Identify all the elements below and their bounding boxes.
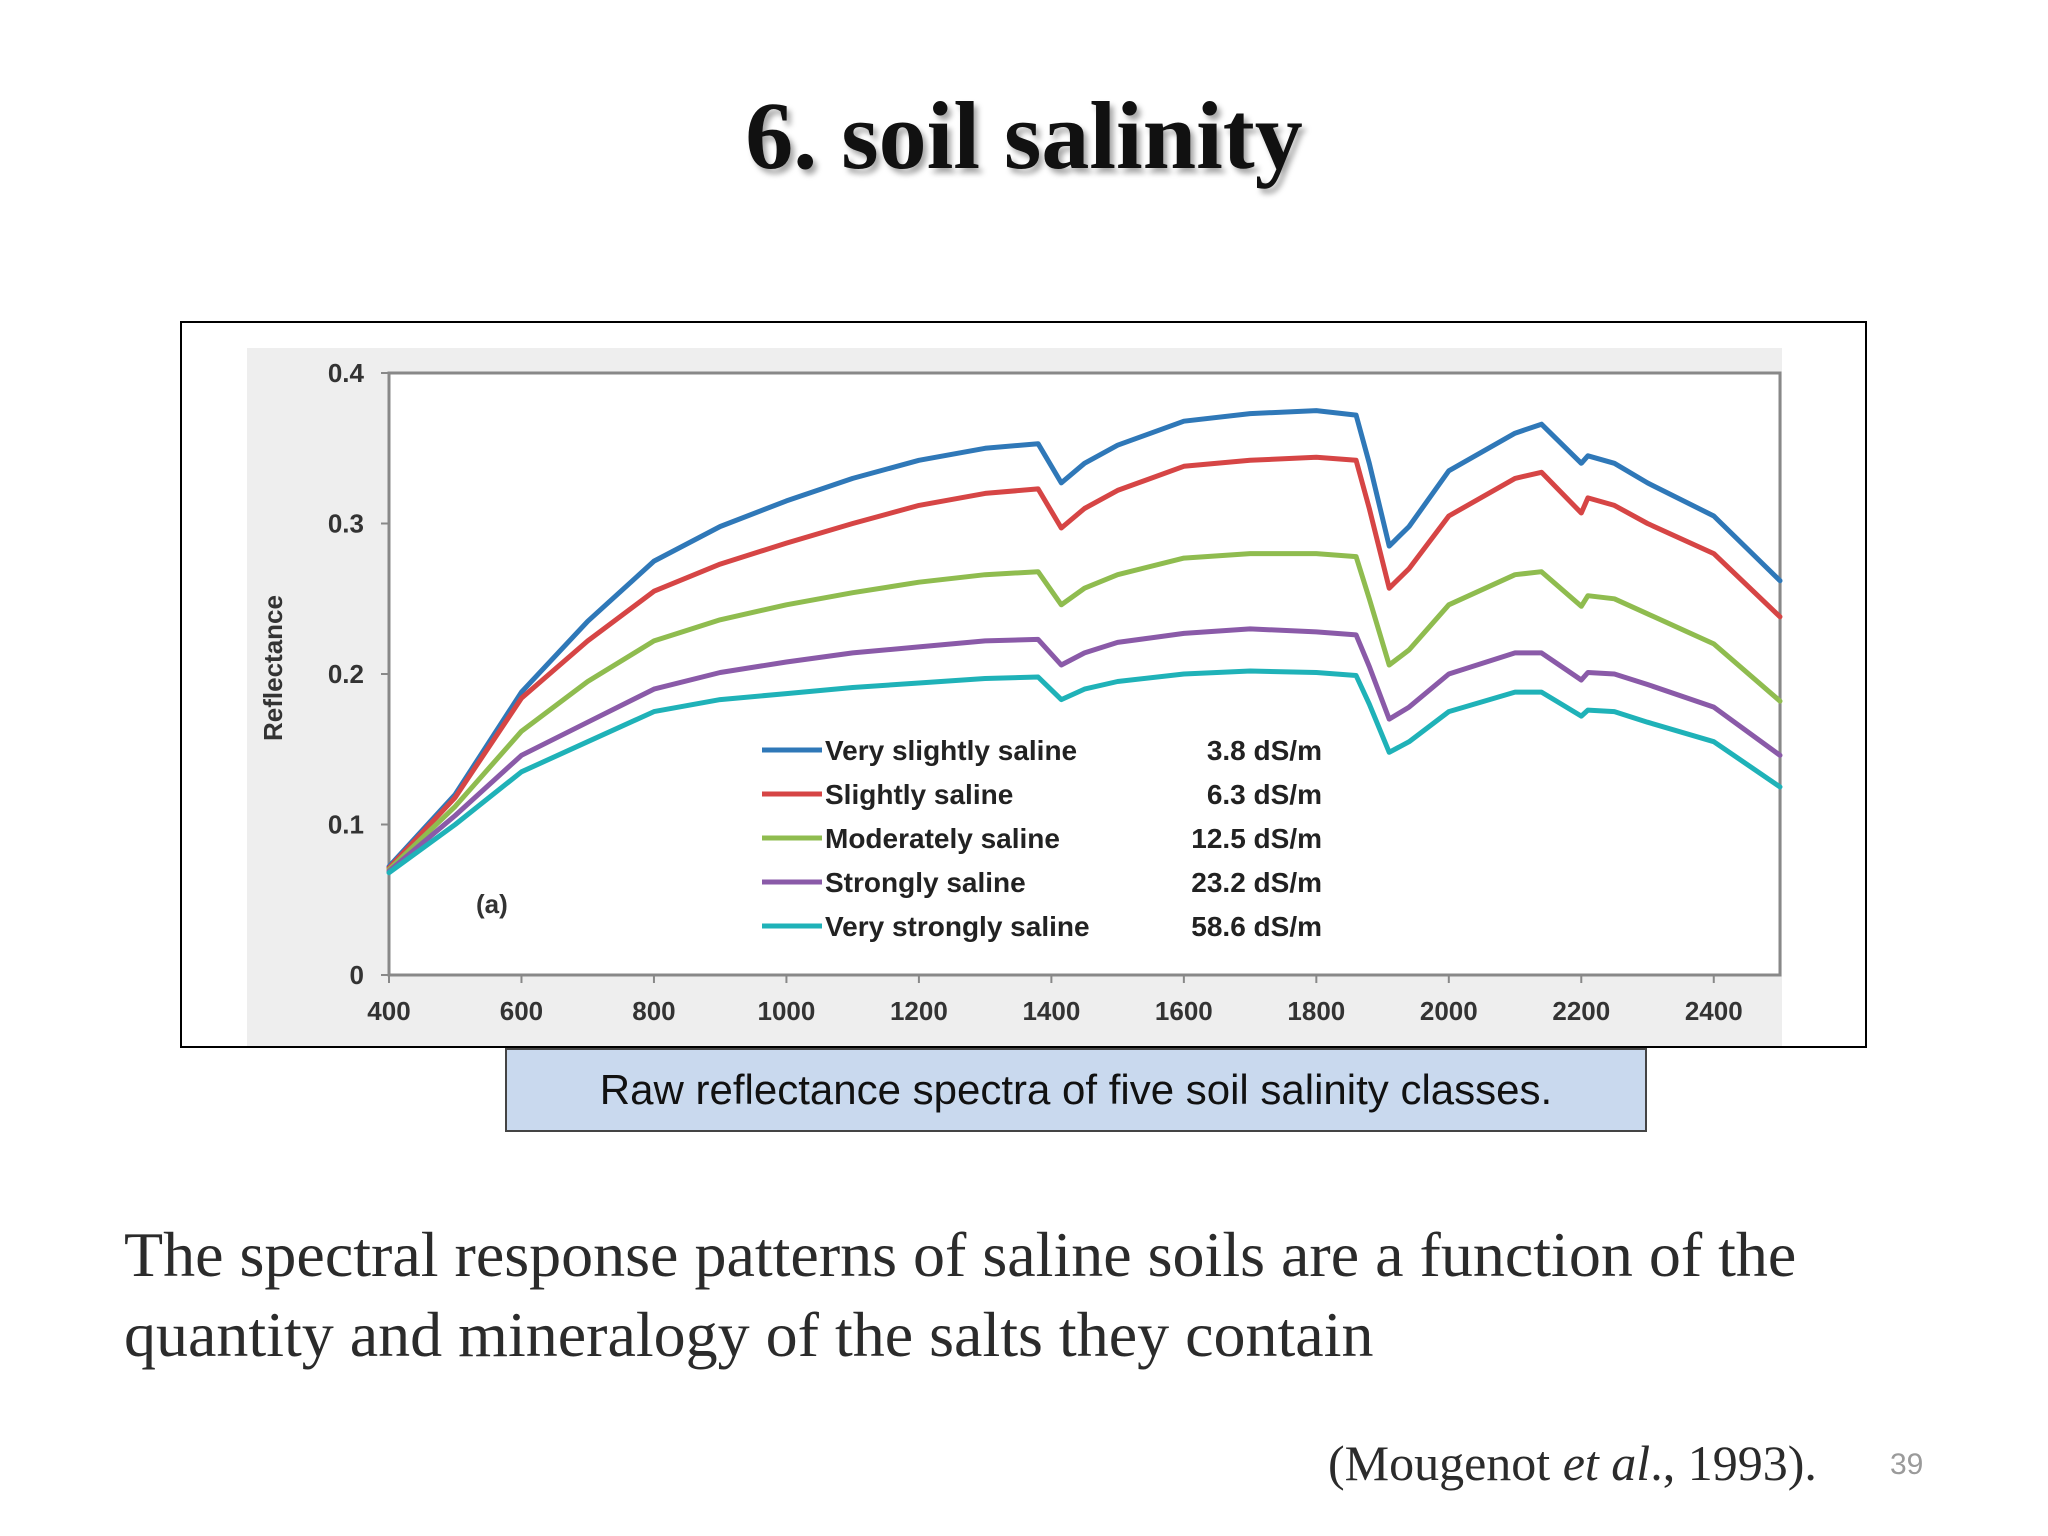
x-tick-label: 1600: [1155, 996, 1213, 1026]
plot-area: [389, 373, 1780, 975]
x-tick-label: 1400: [1022, 996, 1080, 1026]
legend-value: 3.8 dS/m: [1207, 735, 1322, 766]
x-tick-label: 1200: [890, 996, 948, 1026]
y-tick-label: 0.2: [328, 659, 364, 689]
x-tick-label: 2000: [1420, 996, 1478, 1026]
citation-et-al: et al: [1562, 1435, 1651, 1491]
x-tick-label: 800: [632, 996, 675, 1026]
citation-authors: (Mougenot: [1328, 1435, 1563, 1491]
chart-frame: 400 600 800 1000 1200 1400 1600 1800 2000 2200 240…: [180, 321, 1867, 1048]
legend-label: Slightly saline: [825, 779, 1013, 810]
page-number: 39: [1890, 1448, 1924, 1481]
legend: Very slightly saline 3.8 dS/m Slightly sal…: [762, 735, 1322, 942]
y-ticks: 0 0.1 0.2 0.3 0.4: [328, 358, 389, 990]
y-axis-label: Reflectance: [258, 595, 288, 741]
panel-label: (a): [476, 889, 508, 919]
slide-title: 6. soil salinity: [745, 82, 1303, 189]
y-tick-label: 0: [350, 960, 364, 990]
legend-label: Strongly saline: [825, 867, 1026, 898]
figure-caption: Raw reflectance spectra of five soil sal…: [505, 1048, 1647, 1132]
body-text: The spectral response patterns of saline…: [124, 1219, 1797, 1370]
y-tick-label: 0.4: [328, 358, 365, 388]
legend-value: 58.6 dS/m: [1191, 911, 1322, 942]
legend-label: Very slightly saline: [825, 735, 1077, 766]
legend-label: Very strongly saline: [825, 911, 1090, 942]
citation-year: ., 1993).: [1650, 1435, 1817, 1491]
legend-value: 6.3 dS/m: [1207, 779, 1322, 810]
citation: (Mougenot et al., 1993).: [1328, 1434, 1817, 1492]
y-tick-label: 0.1: [328, 810, 364, 840]
series-line: [386, 668, 1783, 876]
x-tick-label: 600: [500, 996, 543, 1026]
series-line: [386, 408, 1783, 870]
x-tick-label: 1000: [758, 996, 816, 1026]
legend-value: 12.5 dS/m: [1191, 823, 1322, 854]
x-tick-label: 2400: [1685, 996, 1743, 1026]
x-tick-label: 2200: [1552, 996, 1610, 1026]
series-line: [386, 454, 1783, 871]
series-lines: [386, 408, 1783, 876]
y-tick-label: 0.3: [328, 509, 364, 539]
series-line: [386, 626, 1783, 874]
legend-label: Moderately saline: [825, 823, 1060, 854]
x-tick-label: 1800: [1287, 996, 1345, 1026]
legend-value: 23.2 dS/m: [1191, 867, 1322, 898]
x-ticks: 400 600 800 1000 1200 1400 1600 1800 2000 2200 240…: [367, 975, 1743, 1026]
x-tick-label: 400: [367, 996, 410, 1026]
reflectance-chart: 400 600 800 1000 1200 1400 1600 1800 2000 2200 240…: [247, 348, 1783, 1046]
series-line: [386, 551, 1783, 873]
